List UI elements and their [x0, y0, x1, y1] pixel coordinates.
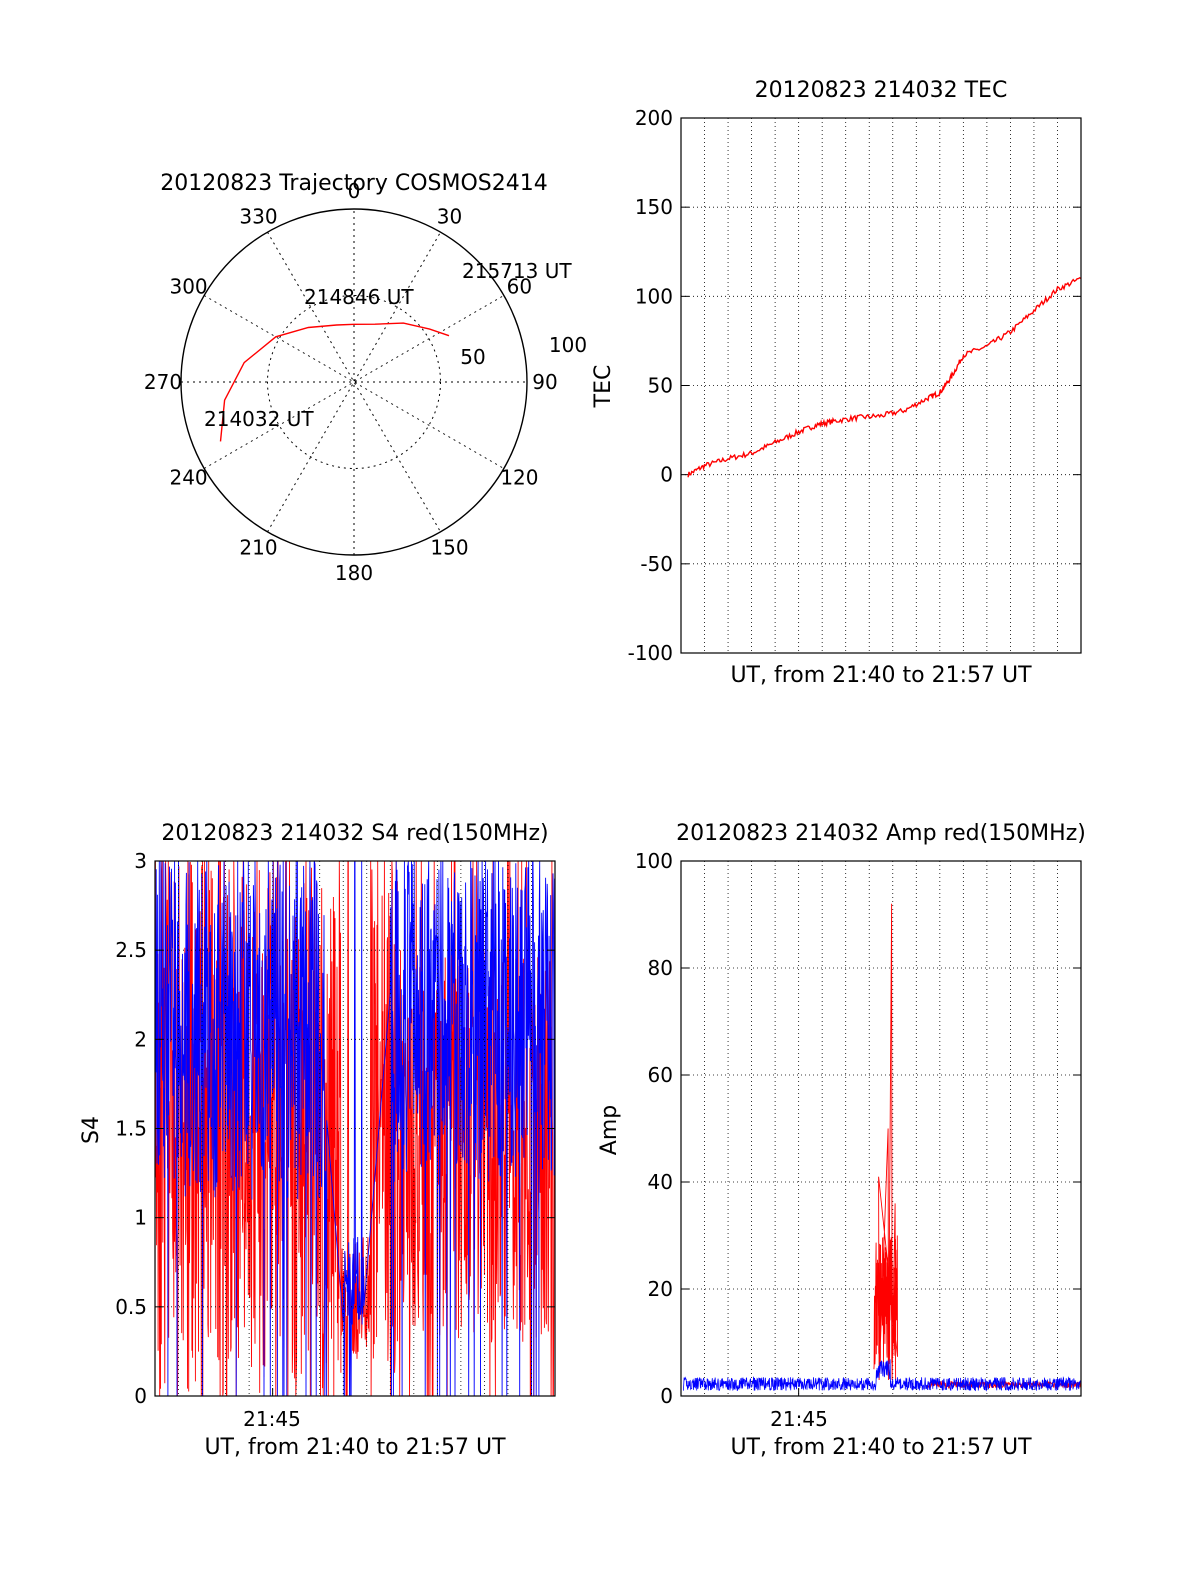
y-tick-label: 2	[134, 1027, 147, 1051]
polar-radial-label-100: 100	[549, 333, 587, 357]
y-tick-label: 2.5	[115, 938, 147, 962]
polar-angle-label: 90	[532, 370, 557, 394]
polar-angle-label: 120	[500, 466, 538, 490]
polar-spoke	[203, 295, 505, 469]
polar-angle-label: 150	[430, 535, 468, 559]
polar-inner-circle	[267, 295, 441, 469]
polar-grid	[180, 208, 528, 556]
y-tick-label: 1.5	[115, 1117, 147, 1141]
tec-y-label: TEC	[591, 365, 616, 409]
y-tick-label: 1	[134, 1206, 147, 1230]
y-tick-label: 0	[660, 1384, 673, 1408]
amp-panel: 20120823 214032 Amp red(150MHz) 0 20 40 60 8…	[597, 821, 1086, 1460]
polar-angle-label: 30	[437, 205, 462, 229]
y-tick-label: 50	[648, 374, 673, 398]
polar-angle-label: 210	[239, 535, 277, 559]
y-tick-label: 20	[648, 1277, 673, 1301]
y-tick-label: 150	[635, 195, 673, 219]
amp-series-red-burst	[873, 903, 898, 1381]
tec-title: 20120823 214032 TEC	[755, 78, 1008, 103]
y-tick-label: -50	[640, 552, 673, 576]
y-tick-label: 200	[635, 106, 673, 130]
s4-series-blue	[154, 860, 556, 1397]
s4-y-ticks: 0 0.5 1 1.5 2 2.5 3	[115, 849, 555, 1408]
trajectory-start-label: 214032 UT	[204, 407, 314, 431]
s4-series	[154, 860, 556, 1397]
y-tick-label: -100	[628, 641, 673, 665]
y-tick-label: 60	[648, 1063, 673, 1087]
amp-x-label: UT, from 21:40 to 21:57 UT	[730, 1435, 1032, 1460]
tec-frame	[680, 117, 1082, 654]
y-tick-label: 0	[660, 463, 673, 487]
polar-angle-label: 0	[348, 179, 361, 203]
polar-angle-label: 240	[169, 466, 207, 490]
polar-angle-label: 180	[335, 561, 373, 585]
y-tick-label: 100	[635, 849, 673, 873]
polar-spoke	[267, 231, 441, 533]
y-tick-label: 40	[648, 1170, 673, 1194]
s4-frame	[154, 860, 556, 1397]
y-tick-label: 3	[134, 849, 147, 873]
y-tick-label: 100	[635, 284, 673, 308]
s4-y-label: S4	[79, 1116, 104, 1144]
amp-y-ticks: 0 20 40 60 80 100	[635, 849, 1081, 1408]
amp-x-tick: 21:45	[770, 1407, 828, 1431]
s4-x-tick: 21:45	[243, 1407, 301, 1431]
amp-frame	[680, 860, 1082, 1397]
polar-spoke	[267, 231, 441, 533]
tec-series-line	[687, 276, 1082, 478]
amp-title: 20120823 214032 Amp red(150MHz)	[676, 821, 1086, 846]
tec-panel: 20120823 214032 TEC -100-50050100150200 …	[591, 78, 1082, 688]
s4-x-label: UT, from 21:40 to 21:57 UT	[204, 1435, 506, 1460]
amp-y-label: Amp	[597, 1105, 622, 1155]
amp-series-blue	[683, 1359, 1082, 1392]
polar-angle-label: 330	[239, 205, 277, 229]
polar-radial-label-50: 50	[460, 345, 485, 369]
tec-y-ticks: -100 -50 0 50 100 150 200	[628, 106, 1081, 665]
polar-angle-labels: 0 30 60 90 120 150 180 210 240 270 300 330	[144, 179, 558, 585]
s4-panel: 20120823 214032 S4 red(150MHz) 0 0.5 1 1.5 2…	[79, 821, 556, 1460]
polar-title: 20120823 Trajectory COSMOS2414	[160, 171, 547, 196]
y-tick-label: 80	[648, 956, 673, 980]
tec-grid	[681, 117, 1081, 654]
polar-trajectory-panel: 20120823 Trajectory COSMOS2414 0 30 60 90 12…	[144, 171, 587, 585]
polar-spoke	[203, 295, 505, 469]
tec-x-label: UT, from 21:40 to 21:57 UT	[730, 663, 1032, 688]
polar-angle-label: 270	[144, 370, 182, 394]
polar-angle-label: 60	[507, 275, 532, 299]
y-tick-label: 0.5	[115, 1295, 147, 1319]
trajectory-mid-label: 214846 UT	[304, 285, 414, 309]
polar-angle-label: 300	[169, 275, 207, 299]
y-tick-label: 0	[134, 1384, 147, 1408]
trajectory-line	[219, 322, 450, 442]
amp-series	[683, 903, 1082, 1392]
trajectory-end-label: 215713 UT	[462, 259, 572, 283]
s4-title: 20120823 214032 S4 red(150MHz)	[161, 821, 548, 846]
